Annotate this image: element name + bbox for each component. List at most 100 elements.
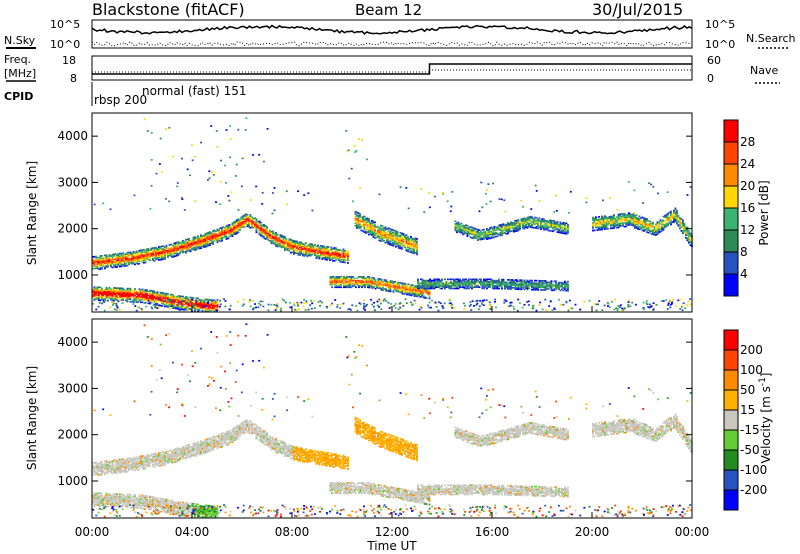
power-cell [144, 250, 147, 252]
power-cell [349, 283, 351, 286]
power-cell [477, 231, 479, 234]
power-cell [275, 238, 277, 241]
power-cell [472, 236, 475, 238]
power-cell [493, 232, 496, 235]
power-cell [685, 233, 687, 235]
power-cell [147, 248, 150, 250]
power-cell [315, 252, 318, 254]
power-cell [272, 235, 274, 238]
power-cell [189, 244, 192, 246]
power-cell [399, 237, 402, 239]
power-cell [98, 298, 100, 300]
power-cell [147, 254, 150, 257]
power-cell [170, 299, 172, 302]
power-cell [182, 302, 185, 304]
power-cell [522, 218, 524, 220]
power-cell [344, 286, 347, 289]
nave-trace [92, 69, 692, 73]
power-cell [114, 296, 117, 298]
power-cell [92, 261, 94, 263]
power-cell [682, 232, 684, 235]
power-cell [240, 222, 243, 225]
power-cell [234, 226, 237, 229]
power-cell [357, 221, 360, 224]
power-cell [474, 279, 476, 282]
power-cell [416, 243, 418, 245]
power-cell [505, 284, 508, 286]
power-cell [555, 209, 558, 212]
power-cell [537, 223, 539, 226]
power-cell [302, 248, 304, 250]
power-cell [457, 228, 460, 230]
power-cell [658, 221, 660, 224]
power-cell [306, 250, 309, 253]
power-cell [598, 226, 600, 229]
power-cell [96, 294, 99, 296]
power-cell [233, 230, 235, 233]
power-cell [413, 291, 416, 293]
power-cell [418, 287, 421, 290]
power-cell [363, 219, 366, 222]
power-cell [261, 192, 264, 194]
power-cell [384, 229, 387, 231]
power-cell [372, 225, 375, 228]
power-cell [113, 262, 115, 265]
power-cell [93, 299, 96, 301]
power-cell [331, 281, 333, 283]
freq-traces [92, 63, 692, 75]
power-cell [191, 303, 193, 305]
power-cell [276, 236, 279, 239]
power-cell [400, 291, 402, 293]
power-cell [291, 239, 294, 242]
power-cell [607, 218, 609, 221]
power-cell [363, 302, 365, 305]
power-cell [195, 248, 198, 251]
power-cell [248, 220, 250, 223]
power-cell [688, 231, 690, 234]
power-cell [185, 298, 187, 301]
power-cell [144, 251, 147, 253]
power-cell [359, 215, 361, 218]
power-cell [428, 191, 431, 194]
power-cell [175, 300, 178, 303]
power-cell [334, 283, 336, 286]
power-cell [320, 252, 322, 255]
power-cell [204, 233, 207, 235]
power-cell [407, 246, 409, 249]
power-cell [156, 251, 159, 254]
power-cell [617, 218, 620, 221]
power-cell [456, 224, 458, 227]
power-cell [670, 215, 672, 218]
power-cell [601, 222, 603, 224]
power-cell [561, 230, 563, 233]
power-cell [405, 242, 408, 244]
power-cell [152, 291, 154, 294]
power-cell [550, 286, 553, 289]
power-cell [149, 253, 151, 255]
power-cell [236, 225, 238, 228]
power-cell [531, 221, 533, 223]
power-cell [465, 283, 467, 286]
power-cell [216, 240, 219, 242]
power-cell [474, 282, 476, 285]
power-cell [438, 281, 440, 283]
power-cell [532, 286, 535, 288]
power-cell [93, 203, 96, 206]
power-cell [209, 239, 211, 241]
power-cell [131, 252, 133, 255]
power-cell [182, 246, 184, 249]
power-cell [270, 230, 273, 233]
power-cell [610, 217, 612, 219]
power-cell [153, 257, 156, 260]
power-cell [463, 281, 466, 283]
power-cell [107, 262, 109, 264]
power-cell [334, 278, 336, 281]
power-cell [115, 309, 118, 311]
power-cell [146, 298, 148, 300]
power-cell [550, 284, 553, 286]
power-cell [504, 228, 506, 230]
power-cell [508, 285, 511, 288]
power-cell [216, 309, 218, 312]
freq-tick-bottom: 8 [70, 72, 77, 85]
power-cell [273, 233, 276, 236]
